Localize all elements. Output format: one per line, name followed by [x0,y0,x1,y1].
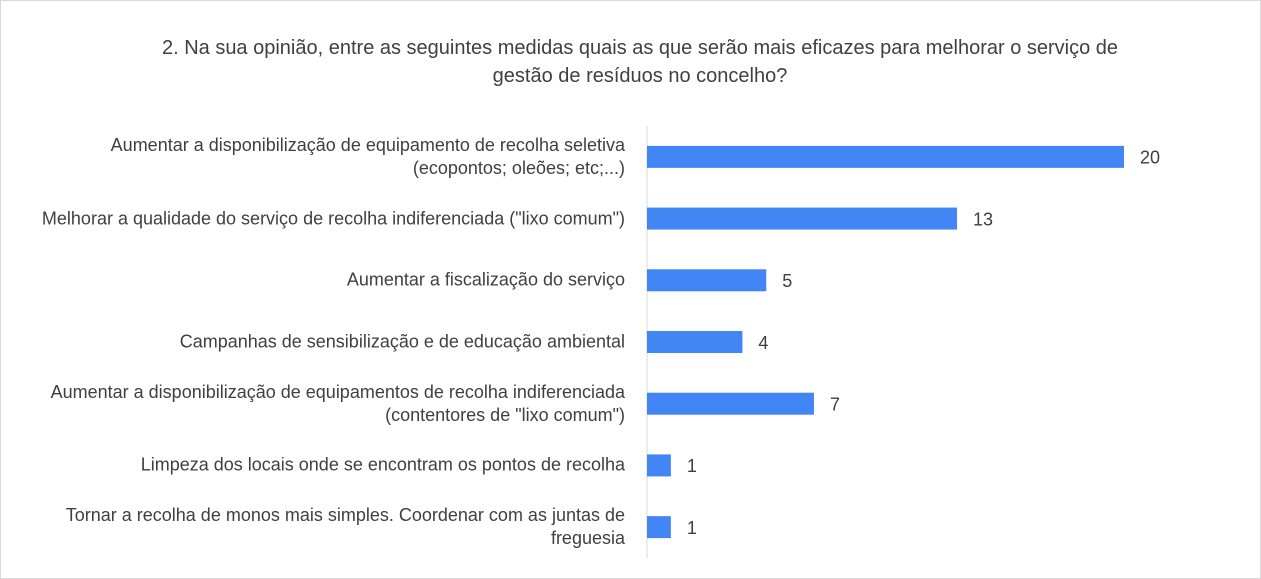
bar [647,207,958,230]
bar [647,145,1124,168]
bar [647,454,671,477]
value-label: 1 [687,456,697,476]
chart-title: 2. Na sua opinião, entre as seguintes me… [161,37,1119,87]
value-label: 13 [973,209,993,229]
value-label: 20 [1140,148,1160,168]
value-label: 5 [782,271,792,291]
value-label: 1 [687,518,697,538]
bar [647,516,671,539]
value-label: 7 [830,394,840,414]
category-label: Campanhas de sensibilização e de educaçã… [179,331,625,352]
category-label: Aumentar a fiscalização do serviço [346,269,625,290]
category-label: Melhorar a qualidade do serviço de recol… [41,208,625,229]
category-label: Limpeza dos locais onde se encontram os … [140,454,625,475]
bar [647,392,814,415]
category-label: Tornar a recolha de monos mais simples. … [65,505,625,549]
category-label: Aumentar a disponibilização de equipamen… [50,381,625,425]
value-label: 4 [758,333,768,353]
bar [647,331,743,353]
bar [647,269,767,292]
category-label: Aumentar a disponibilização de equipamen… [110,134,625,178]
